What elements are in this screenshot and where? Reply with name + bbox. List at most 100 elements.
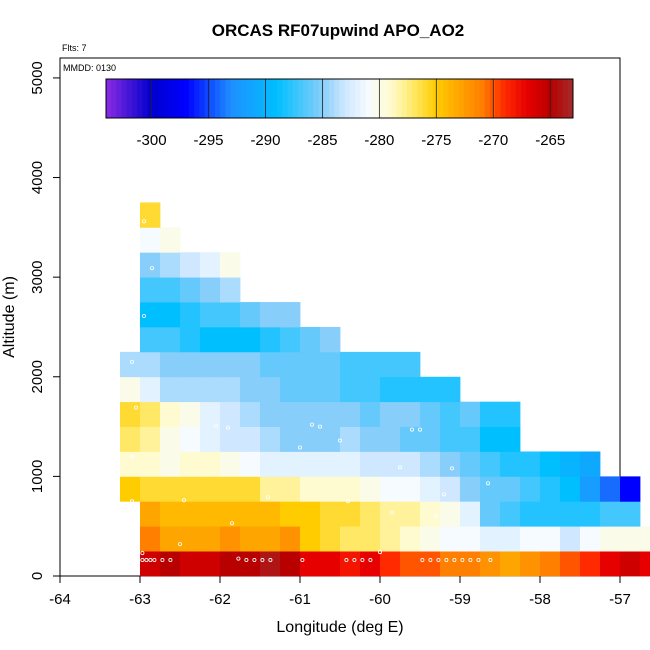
sample-point bbox=[397, 465, 402, 470]
heatmap-cell bbox=[140, 277, 161, 303]
sample-point bbox=[449, 466, 454, 471]
colorbar-swatch bbox=[246, 79, 252, 118]
heatmap-cell bbox=[360, 376, 381, 403]
heatmap-cell bbox=[440, 426, 461, 452]
colorbar-swatch bbox=[214, 79, 221, 118]
colorbar-tick-label: -290 bbox=[250, 132, 280, 149]
heatmap-cell bbox=[200, 526, 221, 552]
heatmap-cell bbox=[200, 551, 221, 577]
y-axis: 0 1000 2000 3000 4000 5000 bbox=[29, 61, 60, 580]
heatmap-cell bbox=[400, 426, 421, 452]
heatmap-cell bbox=[140, 302, 161, 328]
colorbar-swatch bbox=[417, 79, 424, 118]
heatmap-cell bbox=[560, 501, 581, 527]
heatmap-cell bbox=[600, 501, 621, 527]
sample-point bbox=[141, 314, 146, 319]
heatmap-cell bbox=[380, 551, 401, 577]
colorbar-swatch bbox=[240, 79, 247, 118]
colorbar-swatch bbox=[552, 79, 558, 118]
colorbar-swatch bbox=[303, 79, 309, 118]
heatmap-cell bbox=[360, 526, 381, 552]
colorbar-swatch bbox=[489, 79, 496, 118]
sample-point bbox=[436, 558, 441, 563]
y-tick-label: 3000 bbox=[29, 260, 46, 293]
heatmap-cell bbox=[200, 351, 221, 378]
sample-point bbox=[225, 425, 230, 430]
sample-point bbox=[129, 359, 134, 364]
heatmap-cell bbox=[160, 326, 181, 353]
heatmap-cell bbox=[140, 202, 161, 228]
colorbar-swatch bbox=[422, 79, 429, 118]
sample-point bbox=[317, 424, 322, 429]
heatmap-cell bbox=[260, 551, 281, 577]
heatmap-cell bbox=[280, 302, 301, 328]
colorbar-swatch bbox=[365, 79, 372, 118]
heatmap-cell bbox=[420, 501, 441, 527]
heatmap-cell bbox=[400, 526, 421, 552]
colorbar-swatch bbox=[386, 79, 392, 118]
colorbar-swatch bbox=[495, 79, 501, 118]
colorbar-tick-label: -270 bbox=[478, 132, 508, 149]
heatmap-cell bbox=[240, 376, 261, 403]
heatmap-cell bbox=[640, 526, 650, 552]
colorbar-swatch bbox=[157, 79, 164, 118]
heatmap-cell bbox=[460, 526, 481, 552]
sample-point bbox=[177, 542, 182, 547]
colorbar-swatch bbox=[541, 79, 548, 118]
heatmap-cell bbox=[260, 302, 281, 328]
heatmap-cell bbox=[240, 351, 261, 378]
heatmap-cell bbox=[240, 302, 261, 328]
heatmap-cell bbox=[200, 451, 221, 477]
heatmap-cell bbox=[500, 426, 521, 452]
sample-point bbox=[417, 427, 422, 432]
heatmap-cell bbox=[140, 476, 161, 502]
colorbar-swatch bbox=[334, 79, 340, 118]
heatmap-cell bbox=[500, 526, 521, 552]
heatmap-cell bbox=[540, 451, 561, 477]
heatmap-cell bbox=[140, 426, 161, 452]
heatmap-cell bbox=[440, 526, 461, 552]
colorbar-tick-label: -300 bbox=[137, 132, 167, 149]
x-tick-label: -58 bbox=[529, 591, 551, 608]
colorbar-swatch bbox=[396, 79, 403, 118]
heatmap-cell bbox=[160, 551, 181, 577]
heatmap-cell bbox=[400, 476, 421, 502]
sample-point bbox=[168, 558, 173, 563]
heatmap-cell bbox=[160, 401, 181, 427]
sample-point bbox=[452, 558, 457, 563]
heatmap-cell bbox=[260, 351, 281, 378]
heatmap-cell bbox=[380, 426, 401, 452]
sample-point bbox=[468, 558, 473, 563]
heatmap-cell bbox=[480, 426, 501, 452]
sample-point bbox=[129, 454, 134, 459]
colorbar-swatch bbox=[256, 79, 263, 118]
heatmap-cell bbox=[520, 551, 541, 577]
heatmap-cell bbox=[180, 551, 201, 577]
heatmap-cell bbox=[240, 526, 261, 552]
heatmap-cell bbox=[540, 476, 561, 502]
sample-point bbox=[345, 499, 350, 504]
heatmap-cell bbox=[380, 351, 401, 378]
sample-point bbox=[409, 427, 414, 432]
heatmap-cell bbox=[120, 351, 141, 378]
sample-point bbox=[460, 558, 465, 563]
y-tick-label: 4000 bbox=[29, 161, 46, 194]
colorbar-swatch bbox=[292, 79, 299, 118]
heatmap-cell bbox=[320, 376, 341, 403]
heatmap-cell bbox=[160, 376, 181, 403]
heatmap-cell bbox=[180, 501, 201, 527]
heatmap-cell bbox=[440, 551, 461, 577]
colorbar-swatch bbox=[272, 79, 278, 118]
heatmap-cell bbox=[560, 451, 581, 477]
colorbar-swatch bbox=[510, 79, 517, 118]
heatmap-cell bbox=[620, 551, 641, 577]
heatmap-cell bbox=[580, 526, 601, 552]
sample-point bbox=[360, 558, 365, 563]
heatmap-cell bbox=[240, 451, 261, 477]
heatmap-cell bbox=[320, 501, 341, 527]
flights-count-label: Flts: 7 bbox=[62, 43, 87, 53]
heatmap-cell bbox=[500, 501, 521, 527]
heatmap-cell bbox=[360, 351, 381, 378]
heatmap-cell bbox=[160, 227, 181, 253]
heatmap-cell bbox=[220, 401, 241, 427]
